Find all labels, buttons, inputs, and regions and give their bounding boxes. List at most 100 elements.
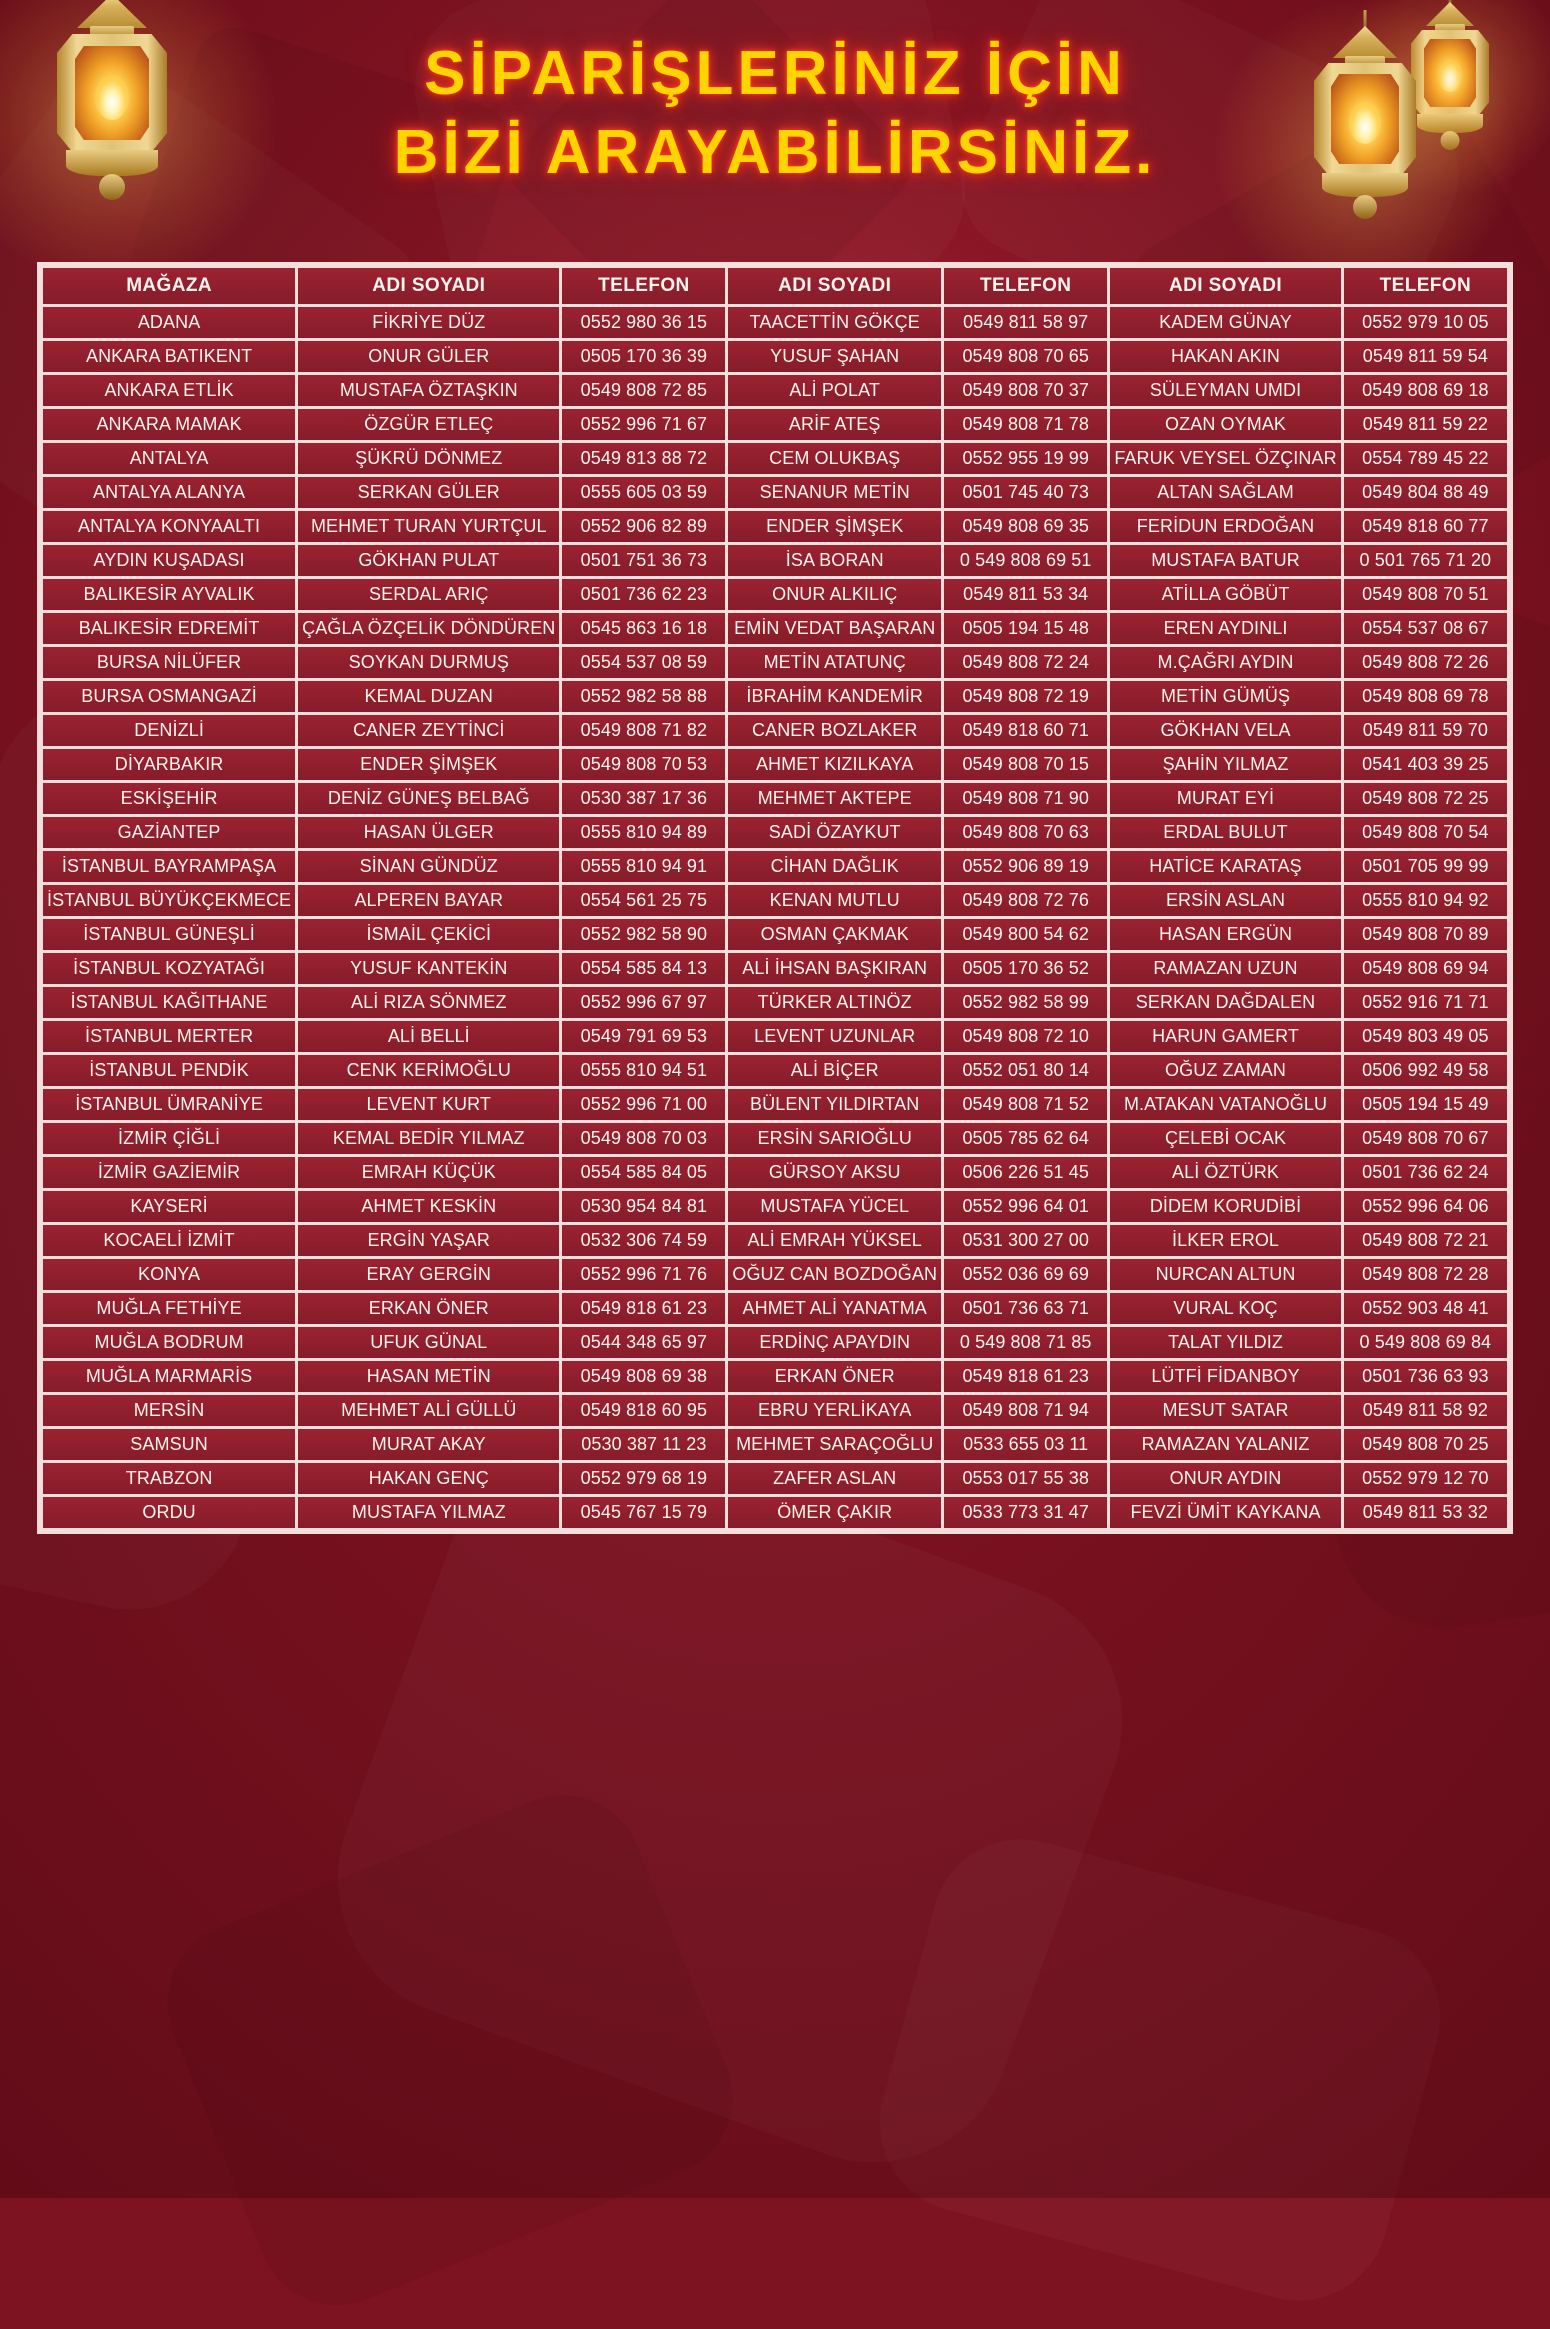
cell-phone-number[interactable]: 0 501 765 71 20 — [1343, 545, 1507, 576]
cell-phone-number[interactable]: 0549 818 60 95 — [562, 1395, 726, 1426]
cell-phone-number[interactable]: 0541 403 39 25 — [1343, 749, 1507, 780]
cell-phone-number[interactable]: 0533 655 03 11 — [944, 1429, 1108, 1460]
cell-phone-number[interactable]: 0552 051 80 14 — [944, 1055, 1108, 1086]
cell-phone-number[interactable]: 0549 808 70 37 — [944, 375, 1108, 406]
cell-phone-number[interactable]: 0545 767 15 79 — [562, 1497, 726, 1528]
cell-phone-number[interactable]: 0552 982 58 99 — [944, 987, 1108, 1018]
cell-phone-number[interactable]: 0549 808 70 65 — [944, 341, 1108, 372]
cell-phone-number[interactable]: 0549 811 59 70 — [1343, 715, 1507, 746]
cell-phone-number[interactable]: 0552 903 48 41 — [1343, 1293, 1507, 1324]
cell-phone-number[interactable]: 0552 036 69 69 — [944, 1259, 1108, 1290]
cell-phone-number[interactable]: 0552 979 10 05 — [1343, 307, 1507, 338]
cell-phone-number[interactable]: 0552 982 58 90 — [562, 919, 726, 950]
cell-phone-number[interactable]: 0549 818 61 23 — [562, 1293, 726, 1324]
cell-phone-number[interactable]: 0505 194 15 48 — [944, 613, 1108, 644]
cell-phone-number[interactable]: 0530 387 11 23 — [562, 1429, 726, 1460]
cell-phone-number[interactable]: 0549 808 72 24 — [944, 647, 1108, 678]
cell-phone-number[interactable]: 0531 300 27 00 — [944, 1225, 1108, 1256]
cell-phone-number[interactable]: 0552 996 67 97 — [562, 987, 726, 1018]
cell-phone-number[interactable]: 0554 561 25 75 — [562, 885, 726, 916]
cell-phone-number[interactable]: 0549 808 71 78 — [944, 409, 1108, 440]
cell-phone-number[interactable]: 0554 585 84 05 — [562, 1157, 726, 1188]
cell-phone-number[interactable]: 0552 979 12 70 — [1343, 1463, 1507, 1494]
cell-phone-number[interactable]: 0555 810 94 51 — [562, 1055, 726, 1086]
cell-phone-number[interactable]: 0552 996 71 00 — [562, 1089, 726, 1120]
cell-phone-number[interactable]: 0549 811 59 54 — [1343, 341, 1507, 372]
cell-phone-number[interactable]: 0554 789 45 22 — [1343, 443, 1507, 474]
cell-phone-number[interactable]: 0549 808 72 26 — [1343, 647, 1507, 678]
cell-phone-number[interactable]: 0549 808 70 25 — [1343, 1429, 1507, 1460]
cell-phone-number[interactable]: 0501 745 40 73 — [944, 477, 1108, 508]
cell-phone-number[interactable]: 0555 605 03 59 — [562, 477, 726, 508]
cell-phone-number[interactable]: 0555 810 94 91 — [562, 851, 726, 882]
cell-phone-number[interactable]: 0549 818 60 77 — [1343, 511, 1507, 542]
cell-phone-number[interactable]: 0506 992 49 58 — [1343, 1055, 1507, 1086]
cell-phone-number[interactable]: 0505 194 15 49 — [1343, 1089, 1507, 1120]
cell-phone-number[interactable]: 0 549 808 69 84 — [1343, 1327, 1507, 1358]
cell-phone-number[interactable]: 0549 808 72 10 — [944, 1021, 1108, 1052]
cell-phone-number[interactable]: 0552 906 82 89 — [562, 511, 726, 542]
cell-phone-number[interactable]: 0555 810 94 89 — [562, 817, 726, 848]
cell-phone-number[interactable]: 0549 808 71 82 — [562, 715, 726, 746]
cell-phone-number[interactable]: 0554 537 08 67 — [1343, 613, 1507, 644]
cell-phone-number[interactable]: 0549 818 60 71 — [944, 715, 1108, 746]
cell-phone-number[interactable]: 0549 808 69 94 — [1343, 953, 1507, 984]
cell-phone-number[interactable]: 0549 804 88 49 — [1343, 477, 1507, 508]
cell-phone-number[interactable]: 0549 813 88 72 — [562, 443, 726, 474]
cell-phone-number[interactable]: 0554 585 84 13 — [562, 953, 726, 984]
cell-phone-number[interactable]: 0552 996 71 76 — [562, 1259, 726, 1290]
cell-phone-number[interactable]: 0545 863 16 18 — [562, 613, 726, 644]
cell-phone-number[interactable]: 0 549 808 69 51 — [944, 545, 1108, 576]
cell-phone-number[interactable]: 0501 736 63 71 — [944, 1293, 1108, 1324]
cell-phone-number[interactable]: 0549 808 69 35 — [944, 511, 1108, 542]
cell-phone-number[interactable]: 0549 808 70 51 — [1343, 579, 1507, 610]
cell-phone-number[interactable]: 0552 996 71 67 — [562, 409, 726, 440]
cell-phone-number[interactable]: 0501 705 99 99 — [1343, 851, 1507, 882]
cell-phone-number[interactable]: 0530 954 84 81 — [562, 1191, 726, 1222]
cell-phone-number[interactable]: 0552 996 64 06 — [1343, 1191, 1507, 1222]
cell-phone-number[interactable]: 0555 810 94 92 — [1343, 885, 1507, 916]
cell-phone-number[interactable]: 0549 808 70 03 — [562, 1123, 726, 1154]
cell-phone-number[interactable]: 0501 736 62 23 — [562, 579, 726, 610]
cell-phone-number[interactable]: 0549 808 69 18 — [1343, 375, 1507, 406]
cell-phone-number[interactable]: 0549 808 72 21 — [1343, 1225, 1507, 1256]
cell-phone-number[interactable]: 0549 808 72 25 — [1343, 783, 1507, 814]
cell-phone-number[interactable]: 0549 808 72 28 — [1343, 1259, 1507, 1290]
cell-phone-number[interactable]: 0532 306 74 59 — [562, 1225, 726, 1256]
cell-phone-number[interactable]: 0549 803 49 05 — [1343, 1021, 1507, 1052]
cell-phone-number[interactable]: 0549 811 58 92 — [1343, 1395, 1507, 1426]
cell-phone-number[interactable]: 0552 906 89 19 — [944, 851, 1108, 882]
cell-phone-number[interactable]: 0549 808 71 52 — [944, 1089, 1108, 1120]
cell-phone-number[interactable]: 0501 736 63 93 — [1343, 1361, 1507, 1392]
cell-phone-number[interactable]: 0552 955 19 99 — [944, 443, 1108, 474]
cell-phone-number[interactable]: 0533 773 31 47 — [944, 1497, 1108, 1528]
cell-phone-number[interactable]: 0552 916 71 71 — [1343, 987, 1507, 1018]
cell-phone-number[interactable]: 0549 808 72 19 — [944, 681, 1108, 712]
cell-phone-number[interactable]: 0549 808 70 54 — [1343, 817, 1507, 848]
cell-phone-number[interactable]: 0549 808 70 53 — [562, 749, 726, 780]
cell-phone-number[interactable]: 0552 982 58 88 — [562, 681, 726, 712]
cell-phone-number[interactable]: 0549 808 72 76 — [944, 885, 1108, 916]
cell-phone-number[interactable]: 0549 800 54 62 — [944, 919, 1108, 950]
cell-phone-number[interactable]: 0549 808 72 85 — [562, 375, 726, 406]
cell-phone-number[interactable]: 0552 996 64 01 — [944, 1191, 1108, 1222]
cell-phone-number[interactable]: 0549 808 69 38 — [562, 1361, 726, 1392]
cell-phone-number[interactable]: 0505 170 36 39 — [562, 341, 726, 372]
cell-phone-number[interactable]: 0549 811 58 97 — [944, 307, 1108, 338]
cell-phone-number[interactable]: 0501 736 62 24 — [1343, 1157, 1507, 1188]
cell-phone-number[interactable]: 0549 808 70 15 — [944, 749, 1108, 780]
cell-phone-number[interactable]: 0549 791 69 53 — [562, 1021, 726, 1052]
cell-phone-number[interactable]: 0554 537 08 59 — [562, 647, 726, 678]
cell-phone-number[interactable]: 0552 980 36 15 — [562, 307, 726, 338]
cell-phone-number[interactable]: 0549 808 70 89 — [1343, 919, 1507, 950]
cell-phone-number[interactable]: 0 549 808 71 85 — [944, 1327, 1108, 1358]
cell-phone-number[interactable]: 0549 811 59 22 — [1343, 409, 1507, 440]
cell-phone-number[interactable]: 0549 818 61 23 — [944, 1361, 1108, 1392]
cell-phone-number[interactable]: 0501 751 36 73 — [562, 545, 726, 576]
cell-phone-number[interactable]: 0549 808 70 63 — [944, 817, 1108, 848]
cell-phone-number[interactable]: 0549 808 69 78 — [1343, 681, 1507, 712]
cell-phone-number[interactable]: 0549 808 71 94 — [944, 1395, 1108, 1426]
cell-phone-number[interactable]: 0549 808 70 67 — [1343, 1123, 1507, 1154]
cell-phone-number[interactable]: 0549 808 71 90 — [944, 783, 1108, 814]
cell-phone-number[interactable]: 0549 811 53 32 — [1343, 1497, 1507, 1528]
